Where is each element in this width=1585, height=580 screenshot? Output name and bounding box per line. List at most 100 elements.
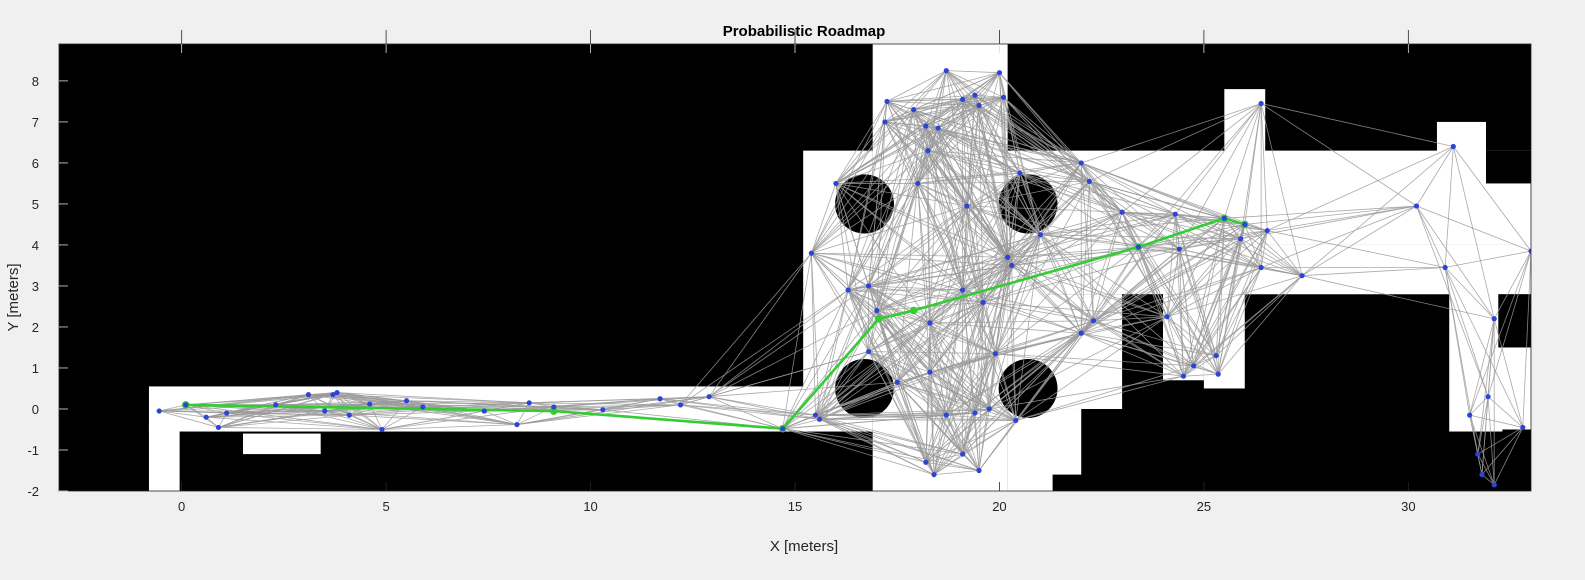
roadmap-edge [835,150,929,184]
roadmap-node [845,287,851,293]
roadmap-edge [324,410,383,430]
roadmap-edge [206,416,383,430]
roadmap-edge [1477,318,1495,455]
roadmap-edge [1416,205,1489,397]
roadmap-edge [1174,214,1219,375]
roadmap-edge [962,99,968,207]
roadmap-edge [999,72,1090,182]
roadmap-edge [1240,238,1262,268]
roadmap-edge [1193,275,1303,367]
roadmap-edge [708,252,812,397]
roadmap-edge [876,121,886,311]
roadmap-edge [1217,275,1303,375]
roadmap-node [1242,221,1248,228]
obstacle-region [1498,294,1531,348]
roadmap-edge [966,72,1000,207]
roadmap-edge [929,257,1008,373]
roadmap-node [1017,170,1023,176]
roadmap-edge [929,320,1094,373]
y-tick-label: 1 [32,361,39,376]
roadmap-edge [1469,250,1531,416]
roadmap-edge [995,353,1194,367]
x-tick-label: 15 [788,499,802,514]
roadmap-edge [1174,103,1262,215]
roadmap-node [1213,353,1219,359]
roadmap-edge [1003,97,1021,174]
roadmap-edge [1093,320,1219,375]
y-tick-label: 2 [32,320,39,335]
roadmap-edge [929,128,939,323]
roadmap-edge [422,406,603,411]
roadmap-edge [929,289,964,373]
x-tick-label: 10 [583,499,597,514]
roadmap-edge [917,183,1008,258]
roadmap-node [551,404,557,410]
roadmap-edge [982,257,1008,303]
roadmap-edge [982,211,1123,303]
obstacle-region [1089,431,1531,491]
roadmap-edge [1081,238,1241,334]
roadmap-edge [966,205,990,410]
roadmap-edge [1493,427,1524,486]
roadmap-edge [913,70,947,110]
roadmap-edge [962,332,1082,455]
roadmap-edge [332,394,370,405]
roadmap-edge [876,289,963,311]
roadmap-edge [978,72,1000,106]
roadmap-edge [913,72,1000,110]
roadmap-edge [917,162,1082,184]
roadmap-edge [945,290,964,416]
roadmap-edge [886,72,1000,102]
roadmap-edge [989,408,1016,421]
roadmap-edge [917,97,1004,184]
roadmap-edge [876,205,968,311]
roadmap-edge [946,70,1000,74]
roadmap-edge [978,408,990,471]
roadmap-edge [896,183,919,383]
roadmap-edge [974,412,1016,421]
roadmap-edge [896,382,927,463]
roadmap-edge [937,99,963,129]
roadmap-node [866,283,872,289]
roadmap-edge [1444,267,1495,320]
roadmap-edge [422,402,530,408]
roadmap-edge [1040,234,1168,318]
roadmap-edge [381,406,424,430]
roadmap-edge [1178,248,1217,356]
roadmap-node [481,408,487,414]
roadmap-edge [1003,97,1009,258]
roadmap-edge [1121,211,1184,377]
roadmap-edge [868,205,968,352]
roadmap-edge [925,353,996,463]
roadmap-edge [680,252,812,406]
roadmap-edge [835,70,947,184]
roadmap-edge [709,381,898,398]
roadmap-edge [835,101,888,184]
roadmap-edge [995,211,1123,354]
roadmap-edge [1178,248,1219,375]
roadmap-edge [811,150,929,254]
roadmap-edge [1193,365,1219,375]
roadmap-edge [1183,224,1246,377]
roadmap-edge [226,394,309,414]
roadmap-edge [1003,97,1041,235]
roadmap-edge [1019,172,1090,182]
roadmap-edge [819,289,849,420]
roadmap-edge [868,183,919,352]
roadmap-node [1485,394,1491,400]
plot-area [59,44,1531,491]
roadmap-edge [406,400,518,425]
roadmap-node [657,396,663,402]
roadmap-node [526,400,532,406]
roadmap-edge [406,400,424,408]
roadmap-edge [1215,355,1219,375]
roadmap-edge [966,205,1139,248]
roadmap-edge [962,162,1082,291]
roadmap-node [1180,373,1187,379]
roadmap-edge [1166,316,1184,377]
roadmap-edge [929,371,1016,421]
roadmap-edge [876,125,927,311]
roadmap-edge [925,453,963,463]
roadmap-edge [933,415,947,475]
roadmap-edge [1080,248,1180,334]
